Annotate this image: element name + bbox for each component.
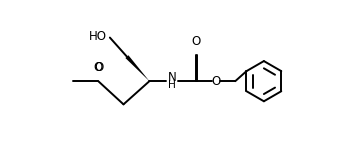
Polygon shape (125, 55, 149, 81)
Text: N: N (168, 71, 177, 84)
Text: HO: HO (89, 30, 107, 43)
Text: H: H (168, 80, 176, 90)
Text: O: O (212, 75, 221, 88)
Text: O: O (93, 61, 102, 74)
Text: O: O (94, 61, 104, 74)
Text: O: O (192, 35, 201, 49)
